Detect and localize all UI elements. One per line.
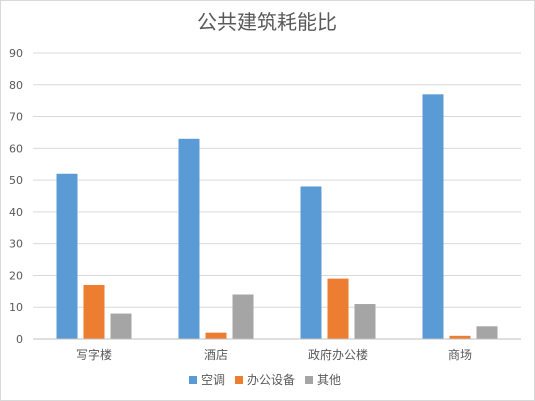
legend-swatch — [305, 376, 313, 384]
x-category-label: 写字楼 — [76, 347, 112, 362]
bar-办公设备-酒店 — [205, 332, 227, 339]
x-category-label: 商场 — [448, 347, 472, 362]
bar-空调-商场 — [422, 94, 444, 339]
bar-其他-政府办公楼 — [354, 304, 376, 339]
y-tick-label: 60 — [9, 142, 23, 155]
bar-空调-政府办公楼 — [300, 186, 322, 339]
y-tick-label: 40 — [9, 206, 23, 219]
legend-label: 其他 — [317, 373, 341, 387]
y-tick-label: 30 — [9, 238, 23, 251]
bar-其他-写字楼 — [110, 313, 132, 339]
bar-办公设备-政府办公楼 — [327, 278, 349, 339]
bar-办公设备-商场 — [449, 335, 471, 339]
legend-swatch — [235, 376, 243, 384]
y-axis-ticks: 0 10 20 30 40 50 60 70 80 90 — [9, 47, 23, 346]
y-tick-label: 20 — [9, 269, 23, 282]
legend-item: 其他 — [305, 373, 341, 387]
bars — [56, 94, 498, 339]
x-axis-categories: 写字楼 酒店 政府办公楼 商场 — [76, 347, 472, 362]
legend-item: 办公设备 — [235, 372, 295, 387]
bar-空调-写字楼 — [56, 173, 78, 339]
y-tick-label: 10 — [9, 301, 23, 314]
bar-其他-酒店 — [232, 294, 254, 339]
x-category-label: 政府办公楼 — [308, 347, 368, 362]
legend-item: 空调 — [189, 373, 225, 387]
y-tick-label: 90 — [9, 47, 23, 60]
legend-label: 空调 — [201, 373, 225, 387]
chart-title: 公共建筑耗能比 — [197, 10, 337, 34]
y-tick-label: 50 — [9, 174, 23, 187]
y-tick-label: 80 — [9, 79, 23, 92]
bar-其他-商场 — [476, 326, 498, 339]
y-tick-label: 0 — [16, 333, 23, 346]
legend: 空调 办公设备 其他 — [189, 372, 341, 387]
bar-办公设备-写字楼 — [83, 284, 105, 339]
x-category-label: 酒店 — [204, 348, 228, 362]
legend-swatch — [189, 376, 197, 384]
legend-label: 办公设备 — [247, 372, 295, 387]
bar-空调-酒店 — [178, 138, 200, 339]
y-tick-label: 70 — [9, 111, 23, 124]
gridlines — [33, 52, 521, 308]
